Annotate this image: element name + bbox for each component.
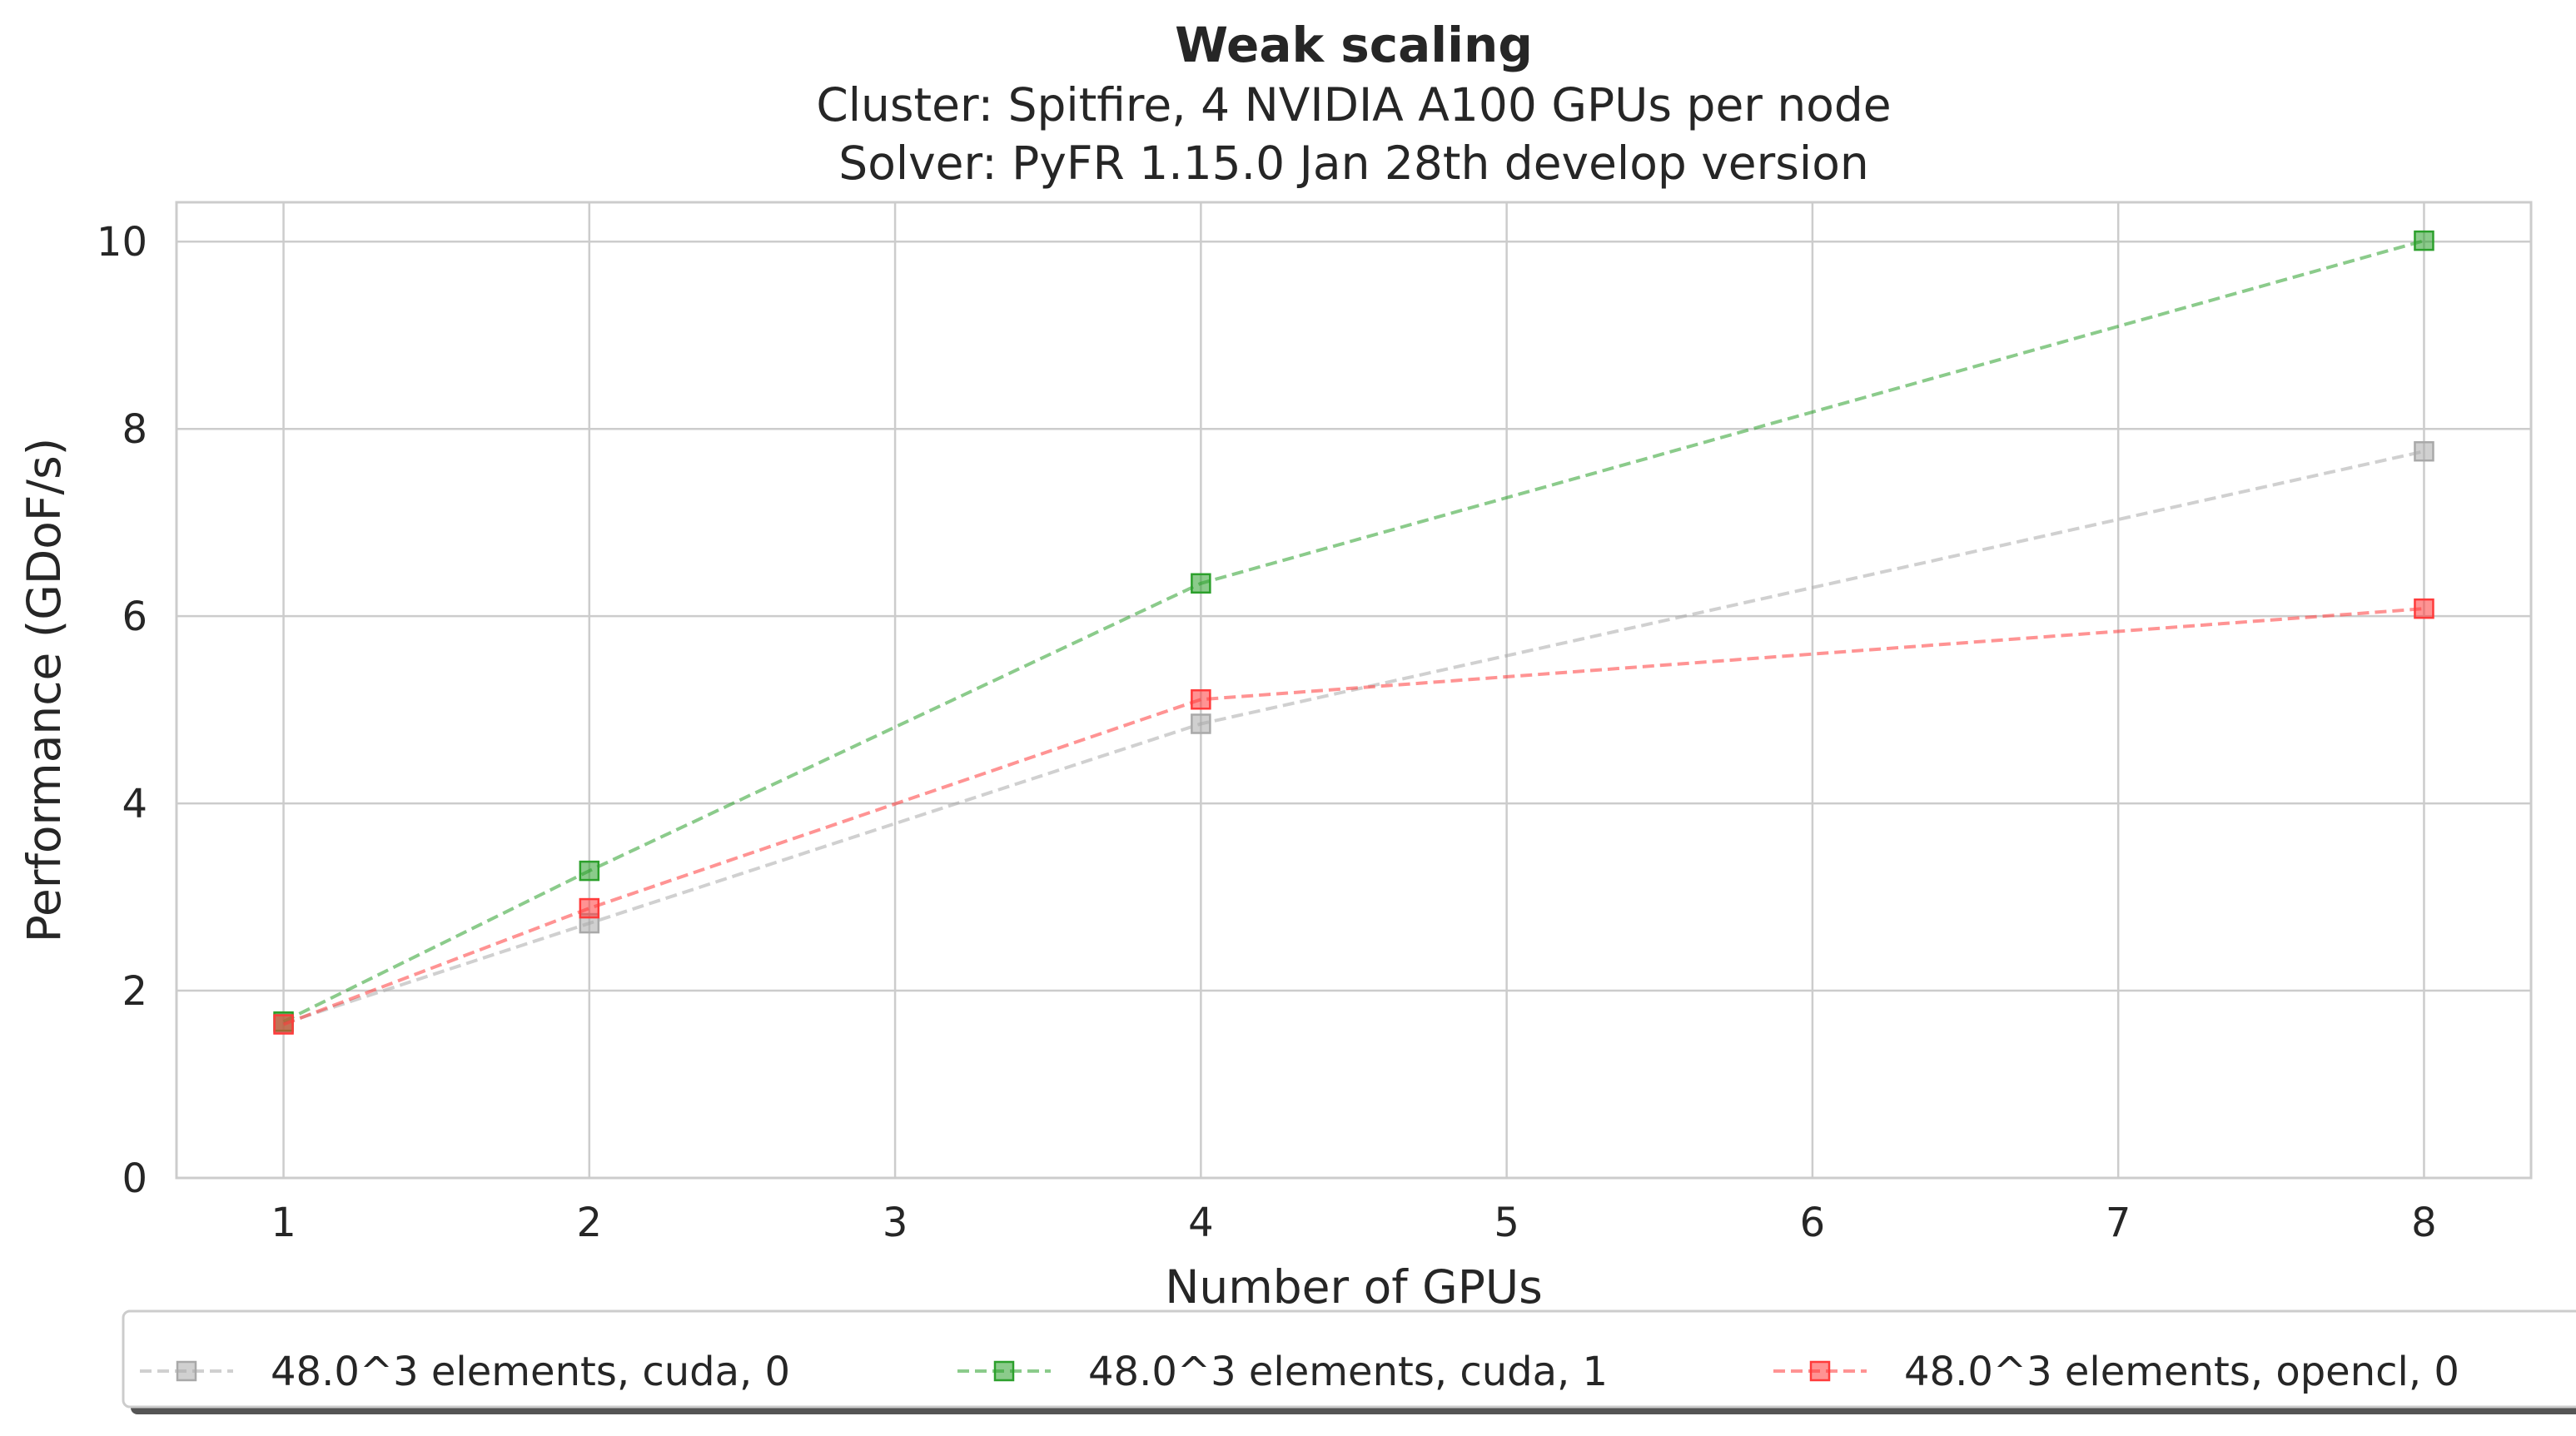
chart-title: Weak scaling bbox=[1175, 17, 1533, 73]
x-tick-label: 4 bbox=[1188, 1200, 1214, 1246]
data-point bbox=[579, 897, 600, 919]
data-point bbox=[2414, 440, 2434, 462]
grid-lines bbox=[177, 202, 2531, 1180]
legend-box bbox=[122, 1309, 2576, 1409]
x-tick-label: 7 bbox=[2106, 1200, 2131, 1246]
legend-marker-1 bbox=[993, 1360, 1015, 1382]
series-line-1 bbox=[282, 239, 2424, 1023]
y-tick-label: 6 bbox=[122, 594, 147, 640]
x-tick-label: 3 bbox=[883, 1200, 908, 1246]
legend-label-0: 48.0^3 elements, cuda, 0 bbox=[271, 1349, 790, 1395]
x-axis-label: Number of GPUs bbox=[1165, 1260, 1543, 1314]
data-point bbox=[1191, 713, 1211, 734]
legend-items: 48.0^3 elements, cuda, 0 48.0^3 elements,… bbox=[140, 1349, 2459, 1395]
x-tick-label: 8 bbox=[2411, 1200, 2437, 1246]
legend: 48.0^3 elements, cuda, 0 48.0^3 elements,… bbox=[122, 1309, 2576, 1414]
x-tick-label: 6 bbox=[1800, 1200, 1826, 1246]
y-tick-label: 0 bbox=[122, 1155, 147, 1202]
series-line-0 bbox=[282, 450, 2424, 1026]
y-axis-label: Performance (GDoF/s) bbox=[17, 438, 71, 942]
y-tick-label: 2 bbox=[122, 968, 147, 1015]
series-layer bbox=[273, 230, 2434, 1035]
series-line-2 bbox=[282, 607, 2424, 1026]
data-point bbox=[1191, 573, 1211, 594]
data-point bbox=[579, 860, 600, 882]
axis-ticks: 1 2 3 4 5 6 7 8 0 2 4 6 8 10 bbox=[97, 219, 2437, 1246]
plot-frame bbox=[175, 201, 2533, 1180]
legend-marker-2 bbox=[1809, 1360, 1831, 1382]
legend-label-2: 48.0^3 elements, opencl, 0 bbox=[1904, 1349, 2459, 1395]
y-tick-label: 4 bbox=[122, 781, 147, 827]
x-tick-label: 2 bbox=[577, 1200, 603, 1246]
legend-marker-0 bbox=[176, 1360, 197, 1382]
y-tick-label: 8 bbox=[122, 406, 147, 453]
y-tick-label: 10 bbox=[97, 219, 147, 266]
data-point bbox=[2414, 598, 2434, 619]
data-point bbox=[2414, 230, 2434, 251]
x-tick-label: 5 bbox=[1494, 1200, 1519, 1246]
data-point bbox=[273, 1014, 294, 1035]
chart-subtitle-line-1: Cluster: Spitfire, 4 NVIDIA A100 GPUs pe… bbox=[816, 78, 1891, 132]
x-tick-label: 1 bbox=[271, 1200, 296, 1246]
data-point bbox=[1191, 688, 1211, 710]
legend-label-1: 48.0^3 elements, cuda, 1 bbox=[1088, 1349, 1608, 1395]
chart-subtitle-line-2: Solver: PyFR 1.15.0 Jan 28th develop ver… bbox=[838, 137, 1868, 190]
